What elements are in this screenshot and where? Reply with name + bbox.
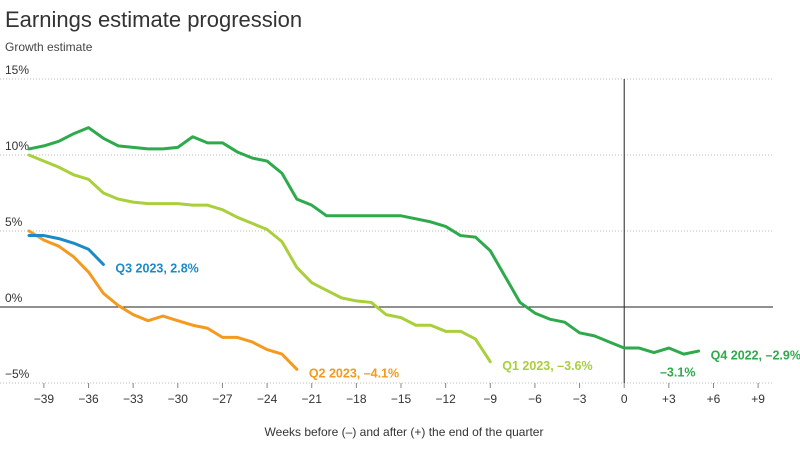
- series-line: [27, 229, 299, 371]
- x-tick-label: −15: [391, 392, 412, 406]
- x-axis-label: Weeks before (–) and after (+) the end o…: [265, 425, 544, 439]
- x-tick-label: 0: [621, 392, 628, 406]
- series-label: Q2 2023, –4.1%: [309, 367, 399, 381]
- y-tick-label: 10%: [5, 139, 29, 153]
- y-tick-label: 0%: [5, 291, 23, 305]
- series-label: Q4 2022, –2.9%: [711, 348, 800, 362]
- y-tick-label: 5%: [5, 215, 23, 229]
- y-tick-label: 15%: [5, 63, 29, 77]
- x-tick-label: +6: [707, 392, 721, 406]
- x-tick-label: −33: [123, 392, 144, 406]
- x-tick-label: +9: [751, 392, 765, 406]
- x-tick-label: +3: [662, 392, 676, 406]
- series-label: Q3 2023, 2.8%: [115, 262, 198, 276]
- x-tick-label: −21: [302, 392, 323, 406]
- data-label: –3.1%: [660, 365, 695, 379]
- x-tick-label: −3: [573, 392, 587, 406]
- x-tick-label: −12: [435, 392, 456, 406]
- x-tick-label: −24: [257, 392, 278, 406]
- y-tick-label: −5%: [5, 367, 30, 381]
- x-tick-label: −30: [168, 392, 189, 406]
- x-tick-label: −39: [34, 392, 55, 406]
- chart-subtitle: Growth estimate: [5, 40, 93, 54]
- series-line: [27, 234, 105, 266]
- series-label: Q1 2023, –3.6%: [502, 359, 592, 373]
- x-tick-label: −27: [212, 392, 233, 406]
- x-tick-label: −6: [528, 392, 542, 406]
- x-tick-label: −9: [483, 392, 497, 406]
- series-line: [27, 126, 701, 356]
- series-line: [27, 153, 492, 364]
- chart-title: Earnings estimate progression: [5, 7, 302, 32]
- x-tick-label: −18: [346, 392, 367, 406]
- x-tick-label: −36: [78, 392, 99, 406]
